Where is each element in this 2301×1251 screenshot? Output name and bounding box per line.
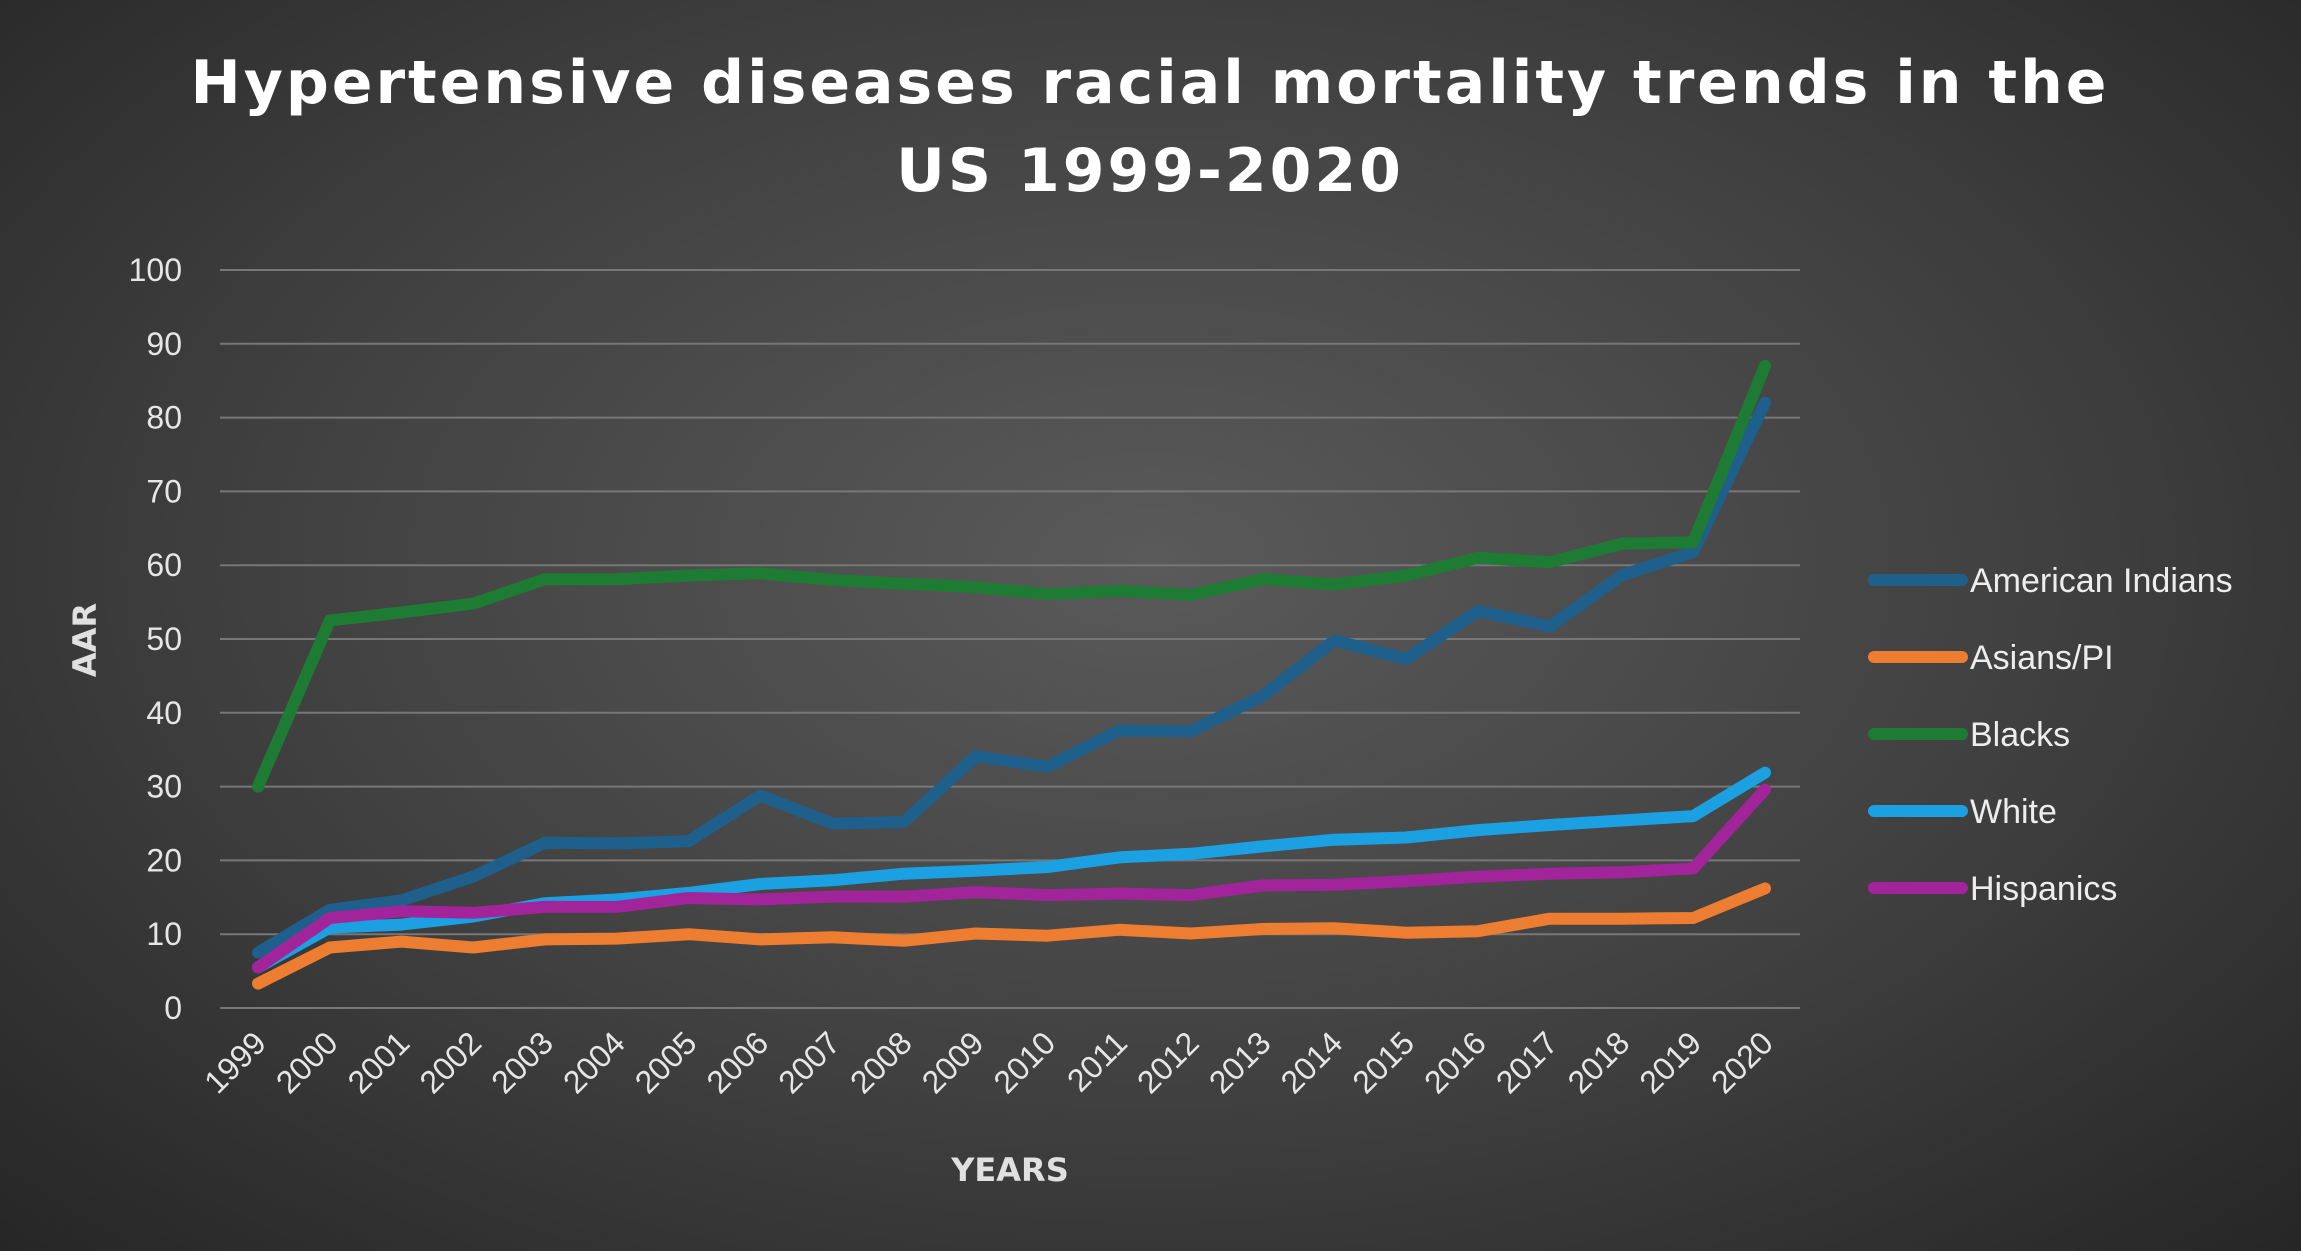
legend-label: Blacks <box>1970 716 2070 754</box>
x-tick-label: 2019 <box>1632 1024 1708 1100</box>
legend-item-asians-pi: Asians/PI <box>1868 639 2114 677</box>
legend-label: American Indians <box>1970 562 2233 600</box>
x-tick-label: 2005 <box>628 1024 704 1100</box>
y-axis-title: AAR <box>66 603 104 677</box>
x-tick-label: 2008 <box>843 1024 919 1100</box>
chart-title-line-2: US 1999-2020 <box>896 136 1404 206</box>
y-tick-label: 50 <box>146 621 182 657</box>
y-tick-label: 90 <box>146 326 182 362</box>
x-tick-label: 2007 <box>771 1024 847 1100</box>
x-tick-label: 2004 <box>556 1024 632 1100</box>
legend-label: Hispanics <box>1970 870 2117 908</box>
x-tick-label: 2017 <box>1489 1024 1565 1100</box>
x-axis-title: YEARS <box>950 1151 1068 1189</box>
legend-label: White <box>1970 793 2057 831</box>
x-tick-label: 2001 <box>341 1024 417 1100</box>
legend: American Indians Asians/PI Blacks White Hisp… <box>1868 562 2233 908</box>
x-axis-ticks: 1999200020012002200320042005200620072008… <box>197 1024 1780 1100</box>
y-tick-label: 30 <box>146 769 182 805</box>
y-tick-label: 40 <box>146 695 182 731</box>
chart-title: Hypertensive diseases racial mortality t… <box>191 48 2110 206</box>
x-tick-label: 2015 <box>1345 1024 1421 1100</box>
y-tick-label: 80 <box>146 400 182 436</box>
y-tick-label: 20 <box>146 842 182 878</box>
x-tick-label: 2013 <box>1202 1024 1278 1100</box>
x-tick-label: 2011 <box>1060 1024 1134 1098</box>
series-line-american-indians <box>252 396 1771 959</box>
legend-item-white: White <box>1868 793 2057 831</box>
gridlines <box>220 269 1800 1009</box>
y-tick-label: 100 <box>129 252 182 288</box>
x-tick-label: 2000 <box>269 1024 345 1100</box>
y-tick-label: 10 <box>146 916 182 952</box>
x-tick-label: 2003 <box>484 1024 560 1100</box>
x-tick-label: 2002 <box>412 1024 488 1100</box>
x-tick-label: 2016 <box>1417 1024 1493 1100</box>
x-tick-label: 2009 <box>915 1024 991 1100</box>
y-axis-ticks: 0 10 20 30 40 50 60 70 80 90 100 <box>129 252 182 1026</box>
x-tick-label: 2014 <box>1274 1024 1350 1100</box>
series-line-hispanics <box>252 783 1771 974</box>
y-tick-label: 0 <box>164 990 182 1026</box>
legend-label: Asians/PI <box>1970 639 2114 677</box>
series-line-blacks <box>252 359 1771 793</box>
legend-item-blacks: Blacks <box>1868 716 2070 754</box>
x-tick-label: 2012 <box>1130 1024 1206 1100</box>
y-tick-label: 70 <box>146 473 182 509</box>
y-tick-label: 60 <box>146 547 182 583</box>
series-lines <box>252 359 1771 990</box>
x-tick-label: 2018 <box>1561 1024 1637 1100</box>
x-tick-label: 2006 <box>699 1024 775 1100</box>
legend-item-american-indians: American Indians <box>1868 562 2233 600</box>
chart-title-line-1: Hypertensive diseases racial mortality t… <box>191 48 2110 118</box>
x-tick-label: 1999 <box>197 1024 273 1100</box>
x-tick-label: 2010 <box>987 1024 1063 1100</box>
x-tick-label: 2020 <box>1704 1024 1780 1100</box>
series-line-asians-pi <box>252 882 1771 990</box>
legend-item-hispanics: Hispanics <box>1868 870 2117 908</box>
